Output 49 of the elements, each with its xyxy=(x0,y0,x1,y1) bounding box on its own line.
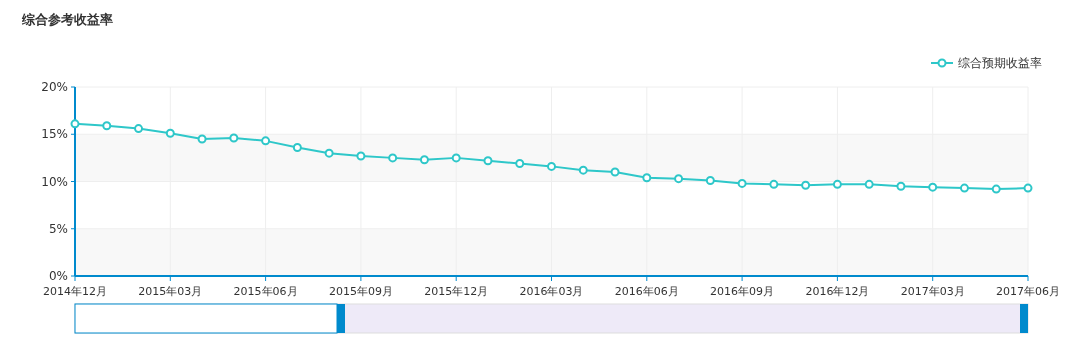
point xyxy=(419,155,429,165)
point xyxy=(165,128,175,138)
point xyxy=(388,153,398,163)
point xyxy=(832,179,842,189)
x-tick-label: 2016年06月 xyxy=(614,285,679,298)
x-tick-label: 2015年12月 xyxy=(424,285,489,298)
x-tick-label: 2014年12月 xyxy=(43,285,107,298)
point xyxy=(102,121,112,131)
x-tick-label: 2017年06月 xyxy=(996,285,1060,298)
point xyxy=(959,183,969,193)
point xyxy=(197,134,207,144)
point xyxy=(642,173,652,183)
point xyxy=(547,161,556,171)
y-tick-label: 5% xyxy=(48,221,68,236)
point xyxy=(991,184,1001,194)
point xyxy=(674,174,684,184)
x-tick-label: 2016年09月 xyxy=(710,285,775,298)
x-tick-label: 2015年06月 xyxy=(233,285,298,298)
x-tick-label: 2016年03月 xyxy=(519,285,584,298)
point xyxy=(928,182,938,192)
point xyxy=(70,119,80,129)
point xyxy=(864,179,874,189)
point xyxy=(769,179,779,189)
point xyxy=(451,153,461,163)
chart-title: 综合参考收益率 xyxy=(21,12,113,27)
point xyxy=(896,181,906,191)
point xyxy=(610,167,620,177)
legend-label: 综合预期收益率 xyxy=(958,56,1042,70)
point xyxy=(1023,183,1033,193)
point xyxy=(483,156,493,166)
y-tick-label: 0% xyxy=(48,269,68,283)
point xyxy=(801,180,811,190)
point xyxy=(578,165,588,175)
point xyxy=(705,176,715,186)
point xyxy=(737,178,747,188)
x-tick-label: 2016年12月 xyxy=(805,285,870,298)
point xyxy=(229,133,239,143)
x-tick-label: 2015年09月 xyxy=(328,285,393,298)
point xyxy=(134,124,144,134)
point xyxy=(356,151,366,161)
x-tick-label: 2015年03月 xyxy=(138,285,203,298)
point xyxy=(292,142,302,152)
x-tick-label: 2017年03月 xyxy=(900,285,965,298)
y-tick-label: 15% xyxy=(41,127,68,142)
point xyxy=(515,159,525,169)
y-tick-label: 10% xyxy=(41,174,68,189)
y-tick-label: 20% xyxy=(41,80,68,94)
point xyxy=(324,148,334,158)
point xyxy=(261,136,271,146)
